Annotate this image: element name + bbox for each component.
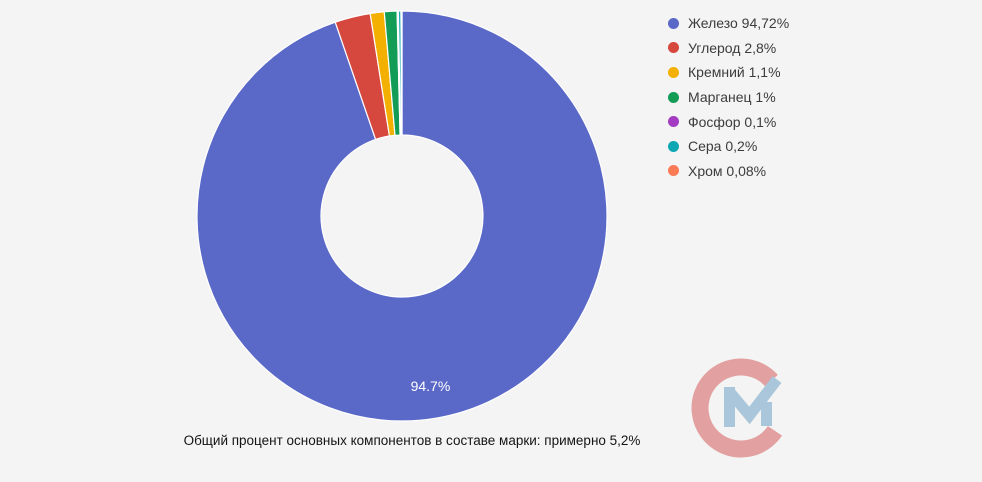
legend-item-фосфор[interactable]: Фосфор 0,1% bbox=[668, 109, 789, 134]
legend-color-dot bbox=[668, 42, 679, 54]
legend-label: Хром 0,08% bbox=[688, 162, 767, 179]
chart-caption: Общий процент основных компонентов в сос… bbox=[183, 433, 641, 448]
legend-label: Кремний 1,1% bbox=[688, 64, 781, 81]
legend-item-хром[interactable]: Хром 0,08% bbox=[668, 159, 789, 184]
legend-label: Марганец 1% bbox=[688, 89, 776, 106]
legend-color-dot bbox=[668, 116, 679, 128]
legend-label: Фосфор 0,1% bbox=[688, 113, 777, 130]
legend-label: Сера 0,2% bbox=[688, 138, 758, 155]
donut-slice-хром[interactable] bbox=[400, 10, 403, 136]
legend-color-dot bbox=[668, 91, 679, 103]
chart-legend: Железо 94,72% Углерод 2,8% Кремний 1,1% Мар… bbox=[668, 11, 789, 183]
legend-item-железо[interactable]: Железо 94,72% bbox=[668, 11, 789, 36]
legend-item-сера[interactable]: Сера 0,2% bbox=[668, 134, 789, 159]
legend-color-dot bbox=[668, 66, 679, 78]
legend-label: Углерод 2,8% bbox=[688, 39, 777, 56]
legend-item-марганец[interactable]: Марганец 1% bbox=[668, 85, 789, 110]
donut-slice-железо[interactable] bbox=[196, 10, 608, 422]
legend-item-кремний[interactable]: Кремний 1,1% bbox=[668, 60, 789, 85]
legend-color-dot bbox=[668, 140, 679, 152]
legend-label: Железо 94,72% bbox=[688, 15, 790, 32]
legend-color-dot bbox=[668, 17, 679, 29]
legend-item-углерод[interactable]: Углерод 2,8% bbox=[668, 36, 789, 61]
legend-color-dot bbox=[668, 165, 679, 177]
